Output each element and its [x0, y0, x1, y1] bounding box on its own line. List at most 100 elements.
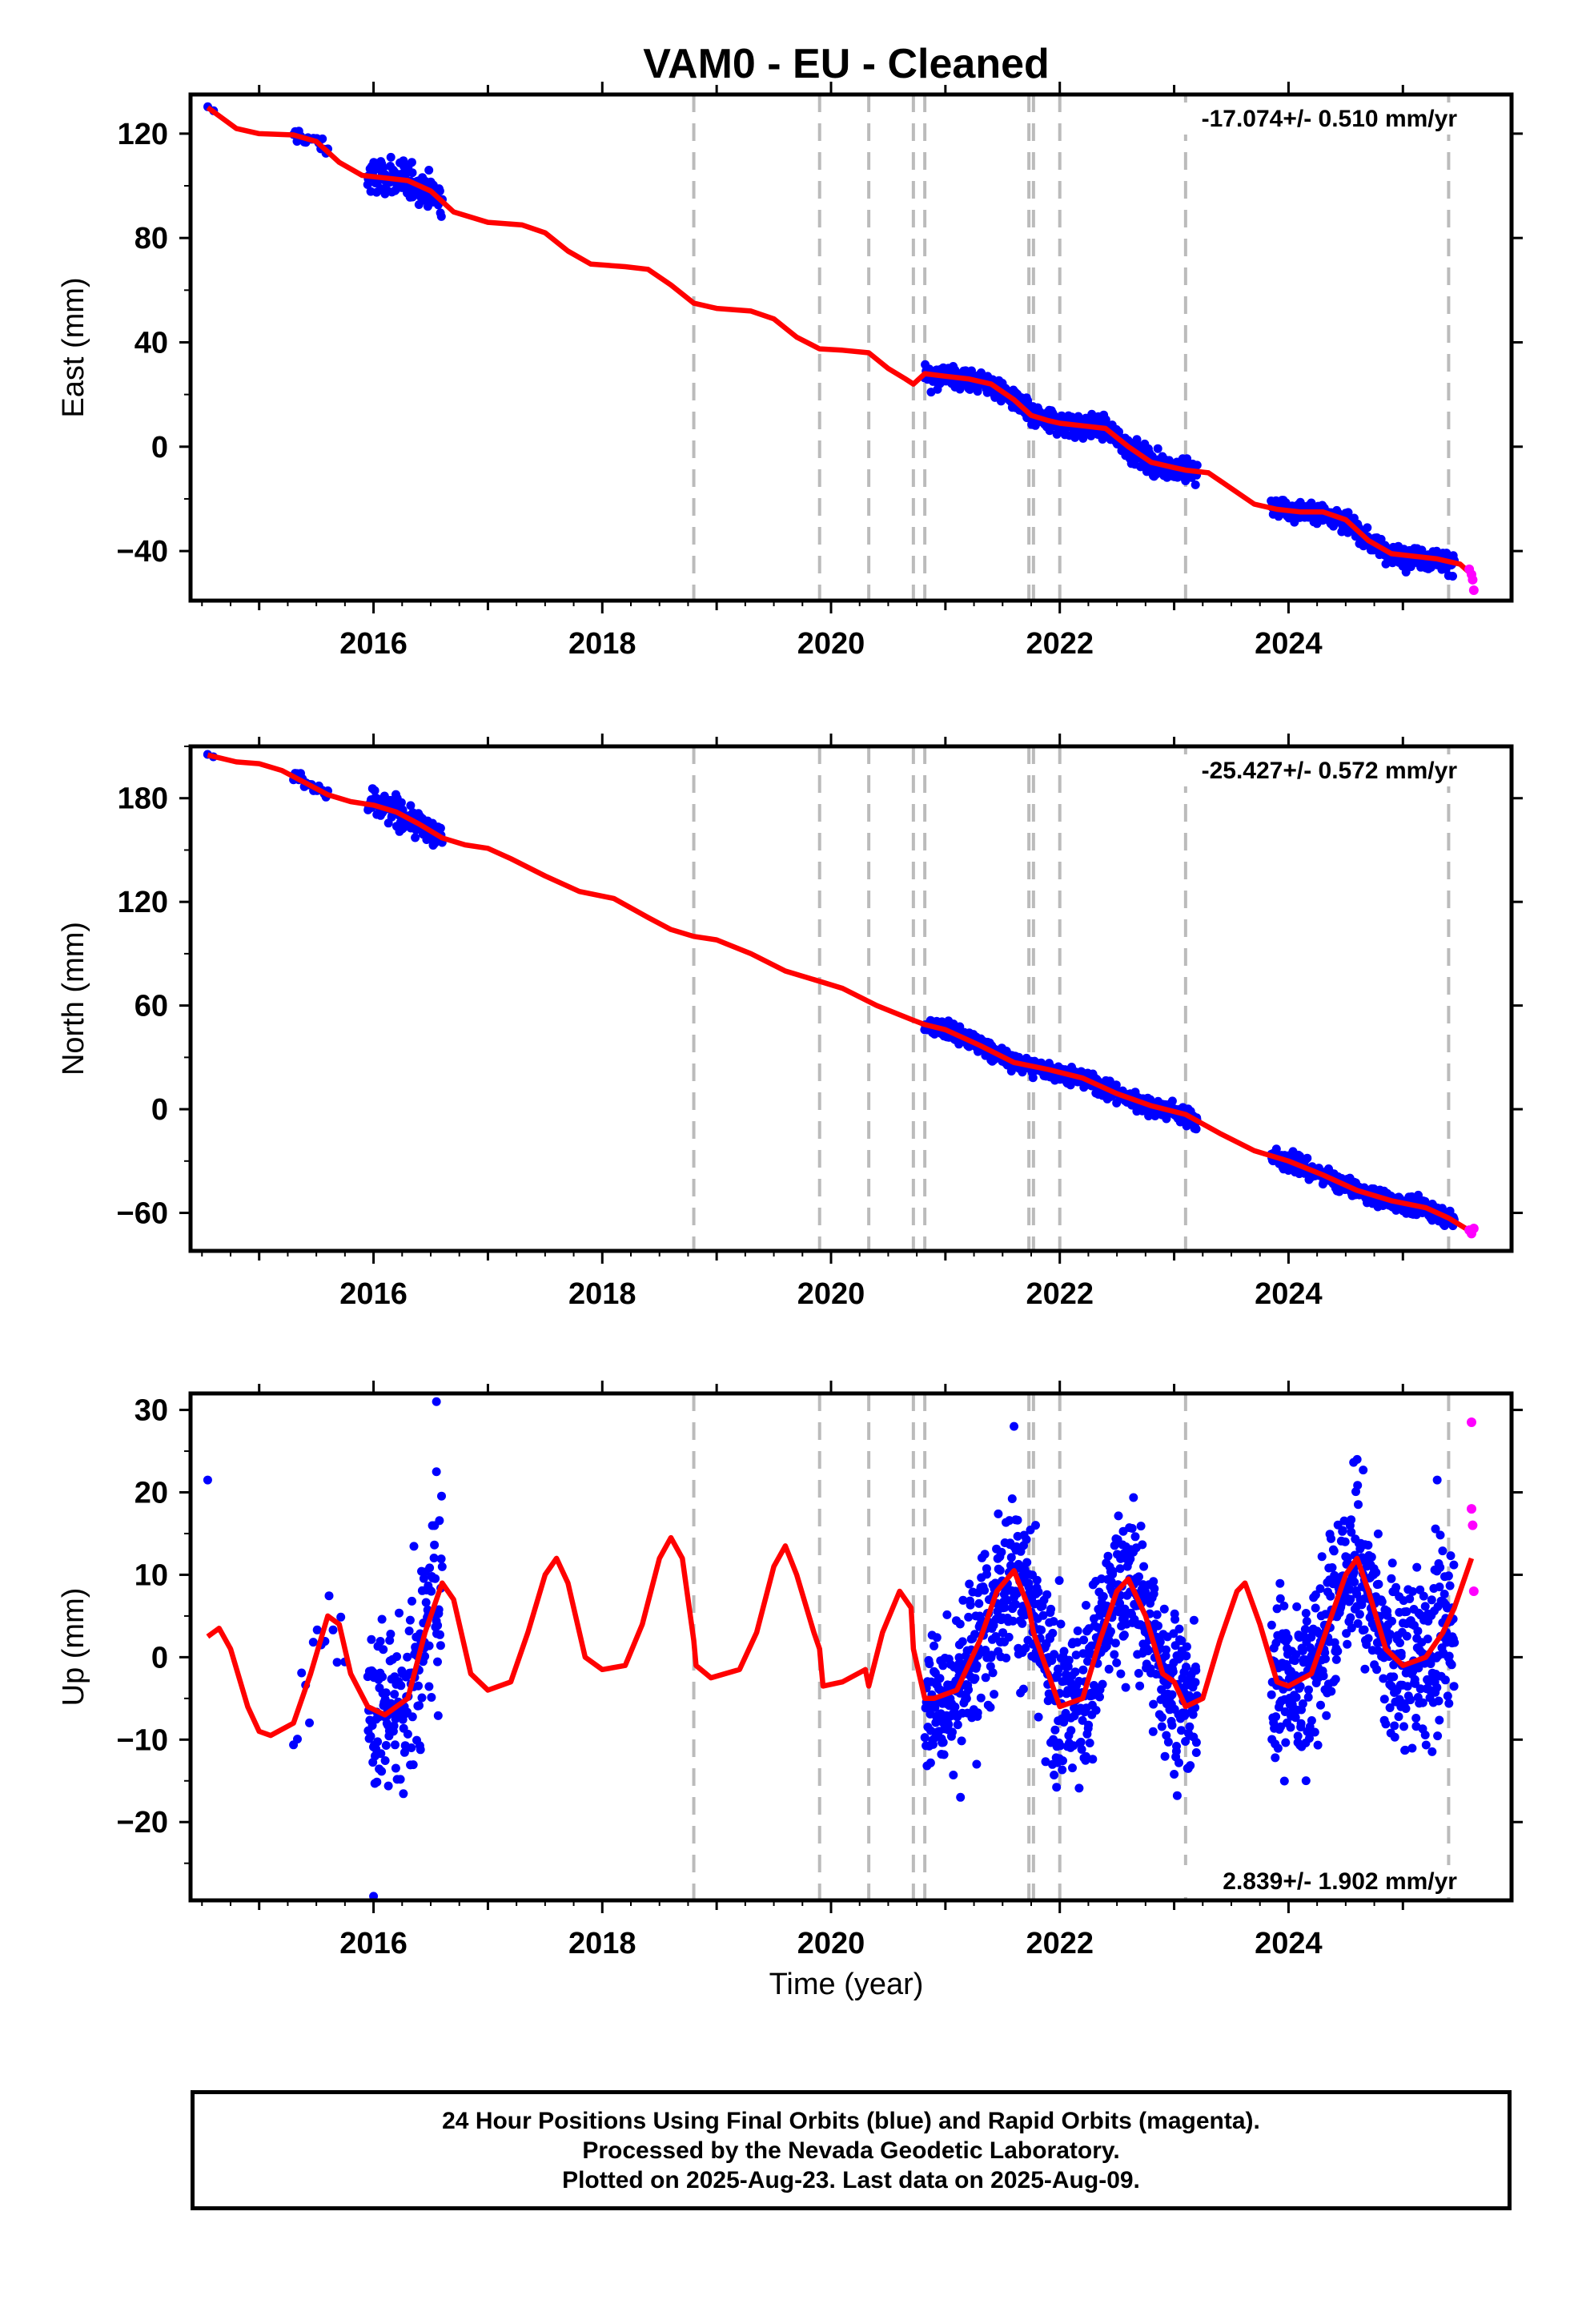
up-data-point: [1339, 1526, 1347, 1535]
up-data-point: [1411, 1714, 1420, 1723]
up-data-point: [990, 1690, 998, 1699]
north-data-point: [411, 834, 420, 842]
up-xtick-label: 2022: [1026, 1927, 1094, 1960]
up-data-point: [329, 1626, 338, 1634]
up-data-point: [1191, 1678, 1200, 1687]
north-data-point: [371, 786, 379, 795]
up-data-point: [1099, 1592, 1108, 1601]
up-data-point: [1275, 1579, 1284, 1588]
up-data-point: [1307, 1716, 1316, 1725]
up-data-point: [1172, 1742, 1181, 1751]
east-rapid-point: [1469, 585, 1479, 595]
up-data-point: [392, 1652, 401, 1661]
east-rapid-point: [1468, 575, 1477, 585]
up-data-point: [1294, 1731, 1303, 1740]
up-data-point: [1441, 1675, 1450, 1684]
up-data-point: [949, 1771, 958, 1779]
up-data-point: [1022, 1558, 1031, 1567]
up-data-point: [381, 1756, 390, 1765]
up-data-point: [1330, 1546, 1339, 1555]
up-data-point: [376, 1637, 385, 1646]
up-data-point: [410, 1542, 419, 1550]
up-data-point: [1160, 1605, 1169, 1614]
up-data-point: [1153, 1610, 1162, 1619]
up-data-point: [367, 1732, 375, 1741]
east-ytick-label: 0: [151, 431, 168, 464]
up-data-point: [1328, 1563, 1337, 1572]
up-rapid-point: [1467, 1417, 1476, 1427]
up-data-point: [1186, 1761, 1195, 1770]
up-data-point: [1192, 1748, 1201, 1757]
up-data-point: [1372, 1665, 1381, 1674]
up-data-point: [1421, 1731, 1430, 1739]
up-data-point: [1302, 1609, 1311, 1618]
up-data-point: [1321, 1655, 1330, 1663]
up-data-point: [1164, 1738, 1173, 1747]
up-data-point: [438, 1562, 447, 1571]
east-ytick-label: 80: [135, 222, 168, 255]
up-data-point: [930, 1642, 938, 1651]
up-data-point: [1374, 1580, 1383, 1589]
up-data-point: [1135, 1682, 1144, 1691]
up-data-point: [1131, 1532, 1140, 1541]
up-data-point: [1192, 1738, 1201, 1747]
up-data-point: [1316, 1701, 1325, 1710]
up-data-point: [1408, 1587, 1417, 1596]
up-data-point: [1084, 1721, 1093, 1730]
up-data-point: [1450, 1638, 1459, 1647]
up-data-point: [972, 1760, 981, 1769]
up-data-point: [1079, 1635, 1088, 1644]
north-rate-annotation: -25.427+/- 0.572 mm/yr: [1153, 754, 1459, 786]
up-data-point: [430, 1541, 439, 1550]
up-data-point: [1378, 1598, 1387, 1606]
up-data-point: [1037, 1626, 1046, 1634]
up-data-point: [1267, 1691, 1276, 1699]
up-data-point: [1347, 1515, 1355, 1524]
up-data-point: [1318, 1552, 1327, 1561]
up-data-point: [974, 1708, 982, 1717]
up-data-point: [408, 1597, 416, 1606]
up-data-point: [395, 1609, 404, 1618]
up-data-point: [1078, 1666, 1087, 1675]
up-data-point: [1332, 1655, 1341, 1664]
up-data-point: [1446, 1582, 1455, 1590]
up-data-point: [1440, 1590, 1449, 1598]
up-data-point: [425, 1642, 434, 1651]
north-data-point: [1192, 1124, 1201, 1133]
up-data-point: [297, 1669, 306, 1678]
east-data-point: [424, 166, 433, 175]
up-ytick-label: 10: [135, 1558, 168, 1592]
figure-title: VAM0 - EU - Cleaned: [643, 41, 1050, 87]
up-data-point: [1407, 1744, 1416, 1753]
up-data-point: [958, 1637, 967, 1646]
up-data-point: [1423, 1634, 1432, 1643]
up-data-point: [1022, 1535, 1031, 1544]
up-data-point: [1271, 1712, 1280, 1721]
up-data-point: [1098, 1680, 1107, 1689]
up-data-point: [1088, 1755, 1097, 1763]
up-data-point: [309, 1638, 318, 1647]
up-data-point: [973, 1661, 982, 1670]
up-data-point: [1435, 1582, 1444, 1591]
up-data-point: [437, 1492, 446, 1501]
up-data-point: [1034, 1713, 1043, 1722]
up-data-point: [1082, 1601, 1090, 1610]
up-data-point: [1388, 1558, 1397, 1567]
up-data-point: [1158, 1723, 1166, 1731]
up-data-point: [414, 1682, 423, 1691]
north-ytick-label: 120: [118, 886, 168, 919]
up-data-point: [1129, 1494, 1138, 1502]
up-data-point: [1161, 1752, 1170, 1761]
up-data-point: [974, 1599, 983, 1608]
up-data-point: [956, 1793, 965, 1802]
up-data-point: [1011, 1600, 1020, 1609]
up-data-point: [958, 1736, 966, 1745]
north-plot-area: [203, 746, 1479, 1251]
up-data-point: [405, 1626, 414, 1635]
up-data-point: [1191, 1666, 1200, 1675]
up-data-point: [1274, 1744, 1283, 1753]
up-data-point: [1019, 1685, 1028, 1694]
x-axis-label: Time (year): [769, 1968, 924, 2001]
up-data-point: [1154, 1622, 1162, 1630]
up-data-point: [1074, 1626, 1082, 1635]
